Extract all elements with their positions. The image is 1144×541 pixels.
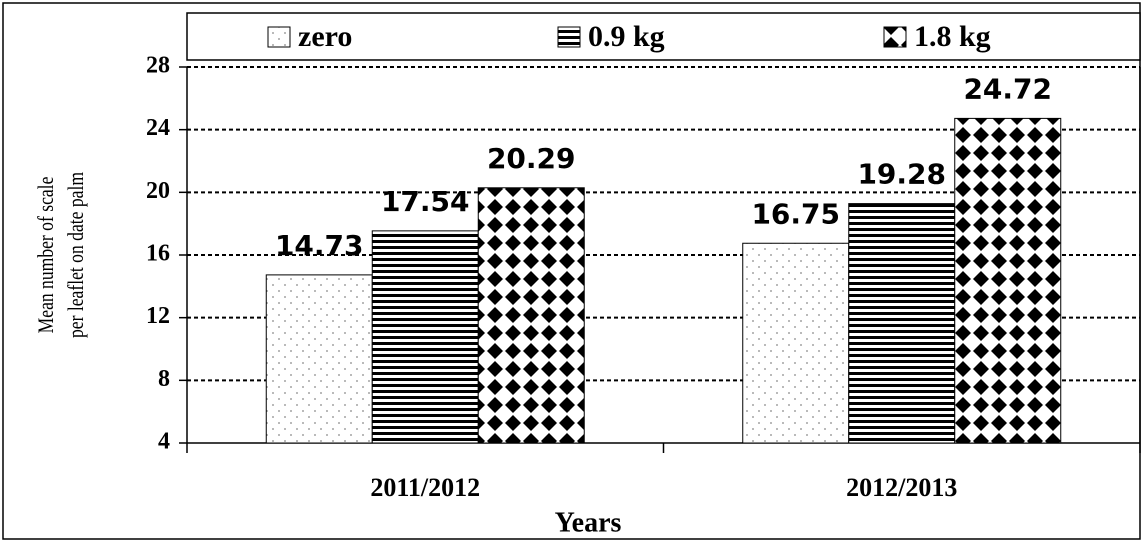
bar [742,242,850,444]
legend-swatch [557,26,581,48]
legend-label: zero [298,20,352,53]
x-axis-label: Years [555,507,622,538]
data-label: 14.73 [275,229,364,262]
data-label: 20.29 [487,142,576,175]
legend-box [186,12,1141,61]
y-axis-label-line: per leaflet on date palm [64,172,88,338]
legend-label: 0.9 kg [588,20,665,53]
bar [265,274,373,444]
data-label: 19.28 [857,158,946,191]
y-tick-label: 20 [146,178,170,204]
y-axis-label-line: Mean number of scale [34,176,58,333]
y-tick-label: 24 [146,115,170,141]
y-tick-label: 16 [146,241,170,267]
bar [371,230,479,444]
legend-swatch [267,26,291,48]
data-label: 24.72 [963,72,1052,105]
y-tick-label: 4 [158,429,170,455]
y-tick-label: 12 [146,303,170,329]
y-axis-label: Mean number of scale per leaflet on date… [34,172,88,338]
x-tick-label: 2012/2013 [846,473,957,502]
bar [848,203,956,444]
data-label: 17.54 [381,185,470,218]
legend-swatch [883,26,907,48]
bar [477,187,585,444]
x-tick-label: 2011/2012 [370,473,480,502]
y-tick-label: 28 [146,53,170,79]
data-label: 16.75 [751,197,840,230]
y-tick-label: 8 [158,366,170,392]
legend-label: 1.8 kg [914,20,991,53]
bar [954,117,1062,444]
